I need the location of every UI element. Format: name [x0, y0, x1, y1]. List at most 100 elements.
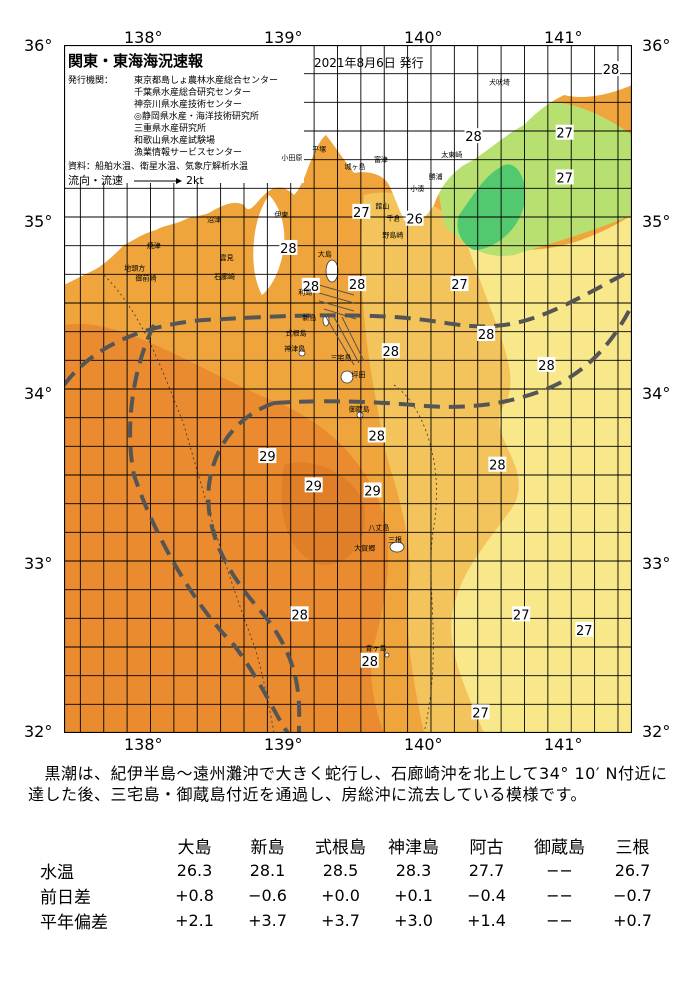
temperature-label-bg: [348, 276, 367, 292]
lat-label-32-left: 32°: [24, 722, 53, 741]
issuer-item: 千葉県水産総合研究センター: [134, 88, 252, 98]
column-header: 式根島: [315, 838, 366, 858]
column-header: 大島: [177, 838, 212, 858]
place-name-label: 焼津: [147, 241, 161, 250]
stat-cell: +0.0: [321, 886, 360, 905]
depth-contour-east: [393, 384, 437, 733]
temperature-label: 27: [353, 206, 370, 221]
lon-label-141-bottom: 141°: [544, 735, 583, 754]
stat-cell: −0.4: [467, 886, 506, 905]
place-name-label: 勝浦: [429, 172, 443, 181]
place-name-label: 式根島: [286, 329, 307, 338]
issuer-item: 神奈川県水産技術センター: [134, 100, 243, 110]
place-name-label: 神津島: [284, 344, 305, 353]
place-name-label: 石廊崎: [214, 272, 235, 281]
temperature-label-bg: [575, 621, 594, 637]
temperature-label-bg: [367, 427, 386, 443]
lon-label-140-bottom: 140°: [404, 735, 443, 754]
stat-cell: −0.6: [248, 886, 287, 905]
stats-header-row: 大島 新島 式根島 神津島 阿古 御蔵島 三根: [40, 833, 669, 858]
temperature-label: 28: [280, 242, 297, 257]
data-source: 資料：船舶水温、衛星水温、気象庁解析水温: [68, 162, 249, 172]
temperature-label-bg: [301, 277, 320, 293]
column-header: 新島: [250, 838, 285, 858]
place-name-label: 利島: [298, 287, 312, 296]
lat-label-33-right: 33°: [642, 554, 671, 573]
temperature-label-bg: [477, 325, 496, 341]
place-name-label: 大賀郷: [354, 544, 375, 553]
lon-label-141-top: 141°: [544, 28, 583, 47]
column-header: 三根: [615, 838, 650, 858]
sea-warmer-area: [64, 323, 389, 733]
place-name-label: 坪田: [352, 371, 366, 379]
stat-cell: +2.1: [175, 911, 214, 930]
place-name-label: 小湊: [410, 184, 424, 193]
temperature-label: 27: [556, 171, 573, 186]
stat-cell: +0.1: [394, 886, 433, 905]
stats-row-anomaly: 平年偏差 +2.1 +3.7 +3.7 +3.0 +1.4 −− +0.7: [40, 908, 669, 933]
flow-vectors: [318, 284, 365, 366]
place-name-label: 新島: [302, 313, 316, 322]
temperature-label: 29: [259, 450, 276, 465]
temperature-label-bg: [405, 210, 424, 226]
temperature-label: 29: [364, 484, 381, 499]
temperature-label-bg: [601, 61, 620, 77]
stat-cell: −0.7: [613, 886, 652, 905]
sea-coldest-area: [457, 164, 526, 250]
lon-label-139-top: 139°: [264, 28, 303, 47]
kuroshio-path-west: [128, 324, 291, 733]
temperature-label: 28: [603, 63, 620, 78]
lat-label-34-right: 34°: [642, 384, 671, 403]
stat-cell: +1.4: [467, 911, 506, 930]
issuer-list: 東京都島しょ農林水産総合センター 千葉県水産総合研究センター 神奈川県水産技術セ…: [134, 75, 278, 159]
stats-row-water-temp: 水温 26.3 28.1 28.5 28.3 27.7 −− 26.7: [40, 858, 669, 883]
kuroshio-path-west-inner: [206, 401, 302, 733]
temperature-label-bg: [290, 606, 309, 622]
lon-label-139-bottom: 139°: [264, 735, 303, 754]
place-name-label: 雲見: [220, 254, 234, 262]
temperature-label-bg: [555, 124, 574, 140]
lat-label-33-left: 33°: [24, 554, 53, 573]
island-aogashima: [384, 652, 390, 658]
temperature-label: 28: [361, 655, 378, 670]
kuroshio-path-inner: [273, 304, 632, 409]
stat-cell: +0.7: [613, 911, 652, 930]
place-name-label: 御前崎: [136, 274, 157, 283]
header-box: [64, 45, 304, 183]
place-name-label: 平塚: [312, 145, 326, 154]
place-name-label: 御蔵島: [349, 404, 370, 413]
stat-cell: +3.7: [321, 911, 360, 930]
place-name-label: 館山: [375, 201, 389, 210]
flow-legend-scale: 2kt: [186, 174, 204, 187]
stat-cell: +3.7: [248, 911, 287, 930]
place-name-label: 青ヶ島: [366, 643, 387, 652]
island-kozushima: [298, 349, 306, 357]
stat-cell: 28.1: [249, 861, 286, 880]
temperature-label-bg: [381, 343, 400, 359]
depth-contour: [103, 274, 275, 733]
temperature-label-bg: [352, 203, 371, 219]
issuer-item: 和歌山県水産試験場: [134, 136, 216, 146]
temperature-label-bg: [360, 652, 379, 668]
temperature-label: 28: [303, 280, 320, 295]
stat-cell: 26.7: [614, 861, 651, 880]
issuer-item: ◎静岡県水産・海洋技術研究所: [134, 112, 259, 122]
sea-temperature-map: 28 28 27 27 27 26 28 28 27 28 28 28 28 28 29 28 29 29 28 27…: [64, 45, 632, 733]
place-name-label: 野島崎: [382, 231, 403, 240]
temperature-label-bg: [464, 128, 483, 144]
place-name-label: 富津: [374, 155, 388, 164]
stats-row-day-diff: 前日差 +0.8 −0.6 +0.0 +0.1 −0.4 −− −0.7: [40, 883, 669, 908]
temperature-label: 27: [472, 706, 489, 721]
flow-legend-label: 流向・流速: [68, 174, 123, 187]
place-name-label: 八丈島: [368, 523, 389, 532]
temperature-label: 28: [478, 328, 495, 343]
issuer-label: 発行機関：: [68, 76, 114, 86]
issue-date: 2021年8月6日 発行: [314, 56, 424, 70]
lon-label-140-top: 140°: [404, 28, 443, 47]
lat-label-36-left: 36°: [24, 36, 53, 55]
lon-label-138-top: 138°: [124, 28, 163, 47]
place-name-label: 犬吠埼: [489, 78, 510, 87]
temperature-label: 27: [513, 608, 530, 623]
lat-label-34-left: 34°: [24, 384, 53, 403]
temperature-label-bg: [537, 356, 556, 372]
